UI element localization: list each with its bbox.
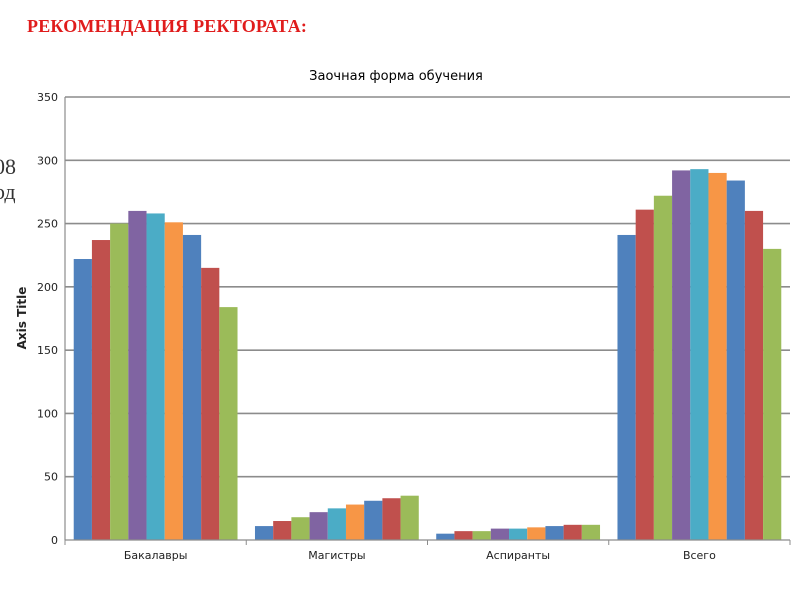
y-tick-label: 300 [37, 154, 58, 167]
y-tick-label: 100 [37, 407, 58, 420]
bar [309, 512, 328, 540]
page-heading: РЕКОМЕНДАЦИЯ РЕКТОРАТА: [27, 16, 308, 36]
bar [527, 527, 546, 540]
bar [653, 195, 673, 540]
bar [345, 504, 365, 540]
bar [509, 528, 528, 540]
bar [254, 526, 274, 540]
bar [436, 533, 455, 540]
bar [201, 267, 220, 540]
bar [672, 170, 691, 540]
y-axis-title: Axis Title [15, 287, 29, 350]
bar [581, 524, 601, 540]
x-tick-label: Бакалавры [124, 549, 188, 562]
bar [472, 531, 491, 540]
bar [146, 213, 165, 540]
bar [708, 172, 727, 540]
bar [635, 209, 654, 541]
bar [291, 517, 310, 540]
bar [219, 307, 238, 540]
bar [690, 169, 709, 540]
bar [726, 180, 745, 540]
bar [110, 223, 129, 541]
x-tick-label: Магистры [308, 549, 365, 562]
y-tick-label: 50 [44, 471, 58, 484]
bar [182, 234, 202, 540]
bar [744, 210, 764, 540]
overlay-text-fragment: 08 [0, 154, 16, 179]
overlay-text-fragment: од [0, 179, 16, 204]
y-tick-label: 250 [37, 218, 58, 231]
bar [273, 521, 292, 540]
bar [73, 259, 92, 540]
x-tick-label: Всего [683, 549, 716, 562]
y-tick-label: 200 [37, 281, 58, 294]
bar [545, 526, 564, 540]
bar [327, 508, 346, 540]
bar [164, 222, 183, 540]
y-tick-label: 0 [51, 534, 58, 547]
bar [454, 531, 473, 540]
bar [91, 240, 111, 541]
bar [490, 528, 510, 540]
chart-title: Заочная форма обучения [309, 69, 483, 84]
y-tick-label: 350 [37, 91, 58, 104]
bar [563, 524, 582, 540]
bar [382, 498, 401, 540]
bar [128, 210, 147, 540]
bar [617, 234, 636, 540]
x-tick-label: Аспиранты [486, 549, 550, 562]
bar [763, 248, 782, 540]
y-tick-label: 150 [37, 344, 58, 357]
bar [364, 500, 383, 540]
bar [400, 495, 419, 540]
